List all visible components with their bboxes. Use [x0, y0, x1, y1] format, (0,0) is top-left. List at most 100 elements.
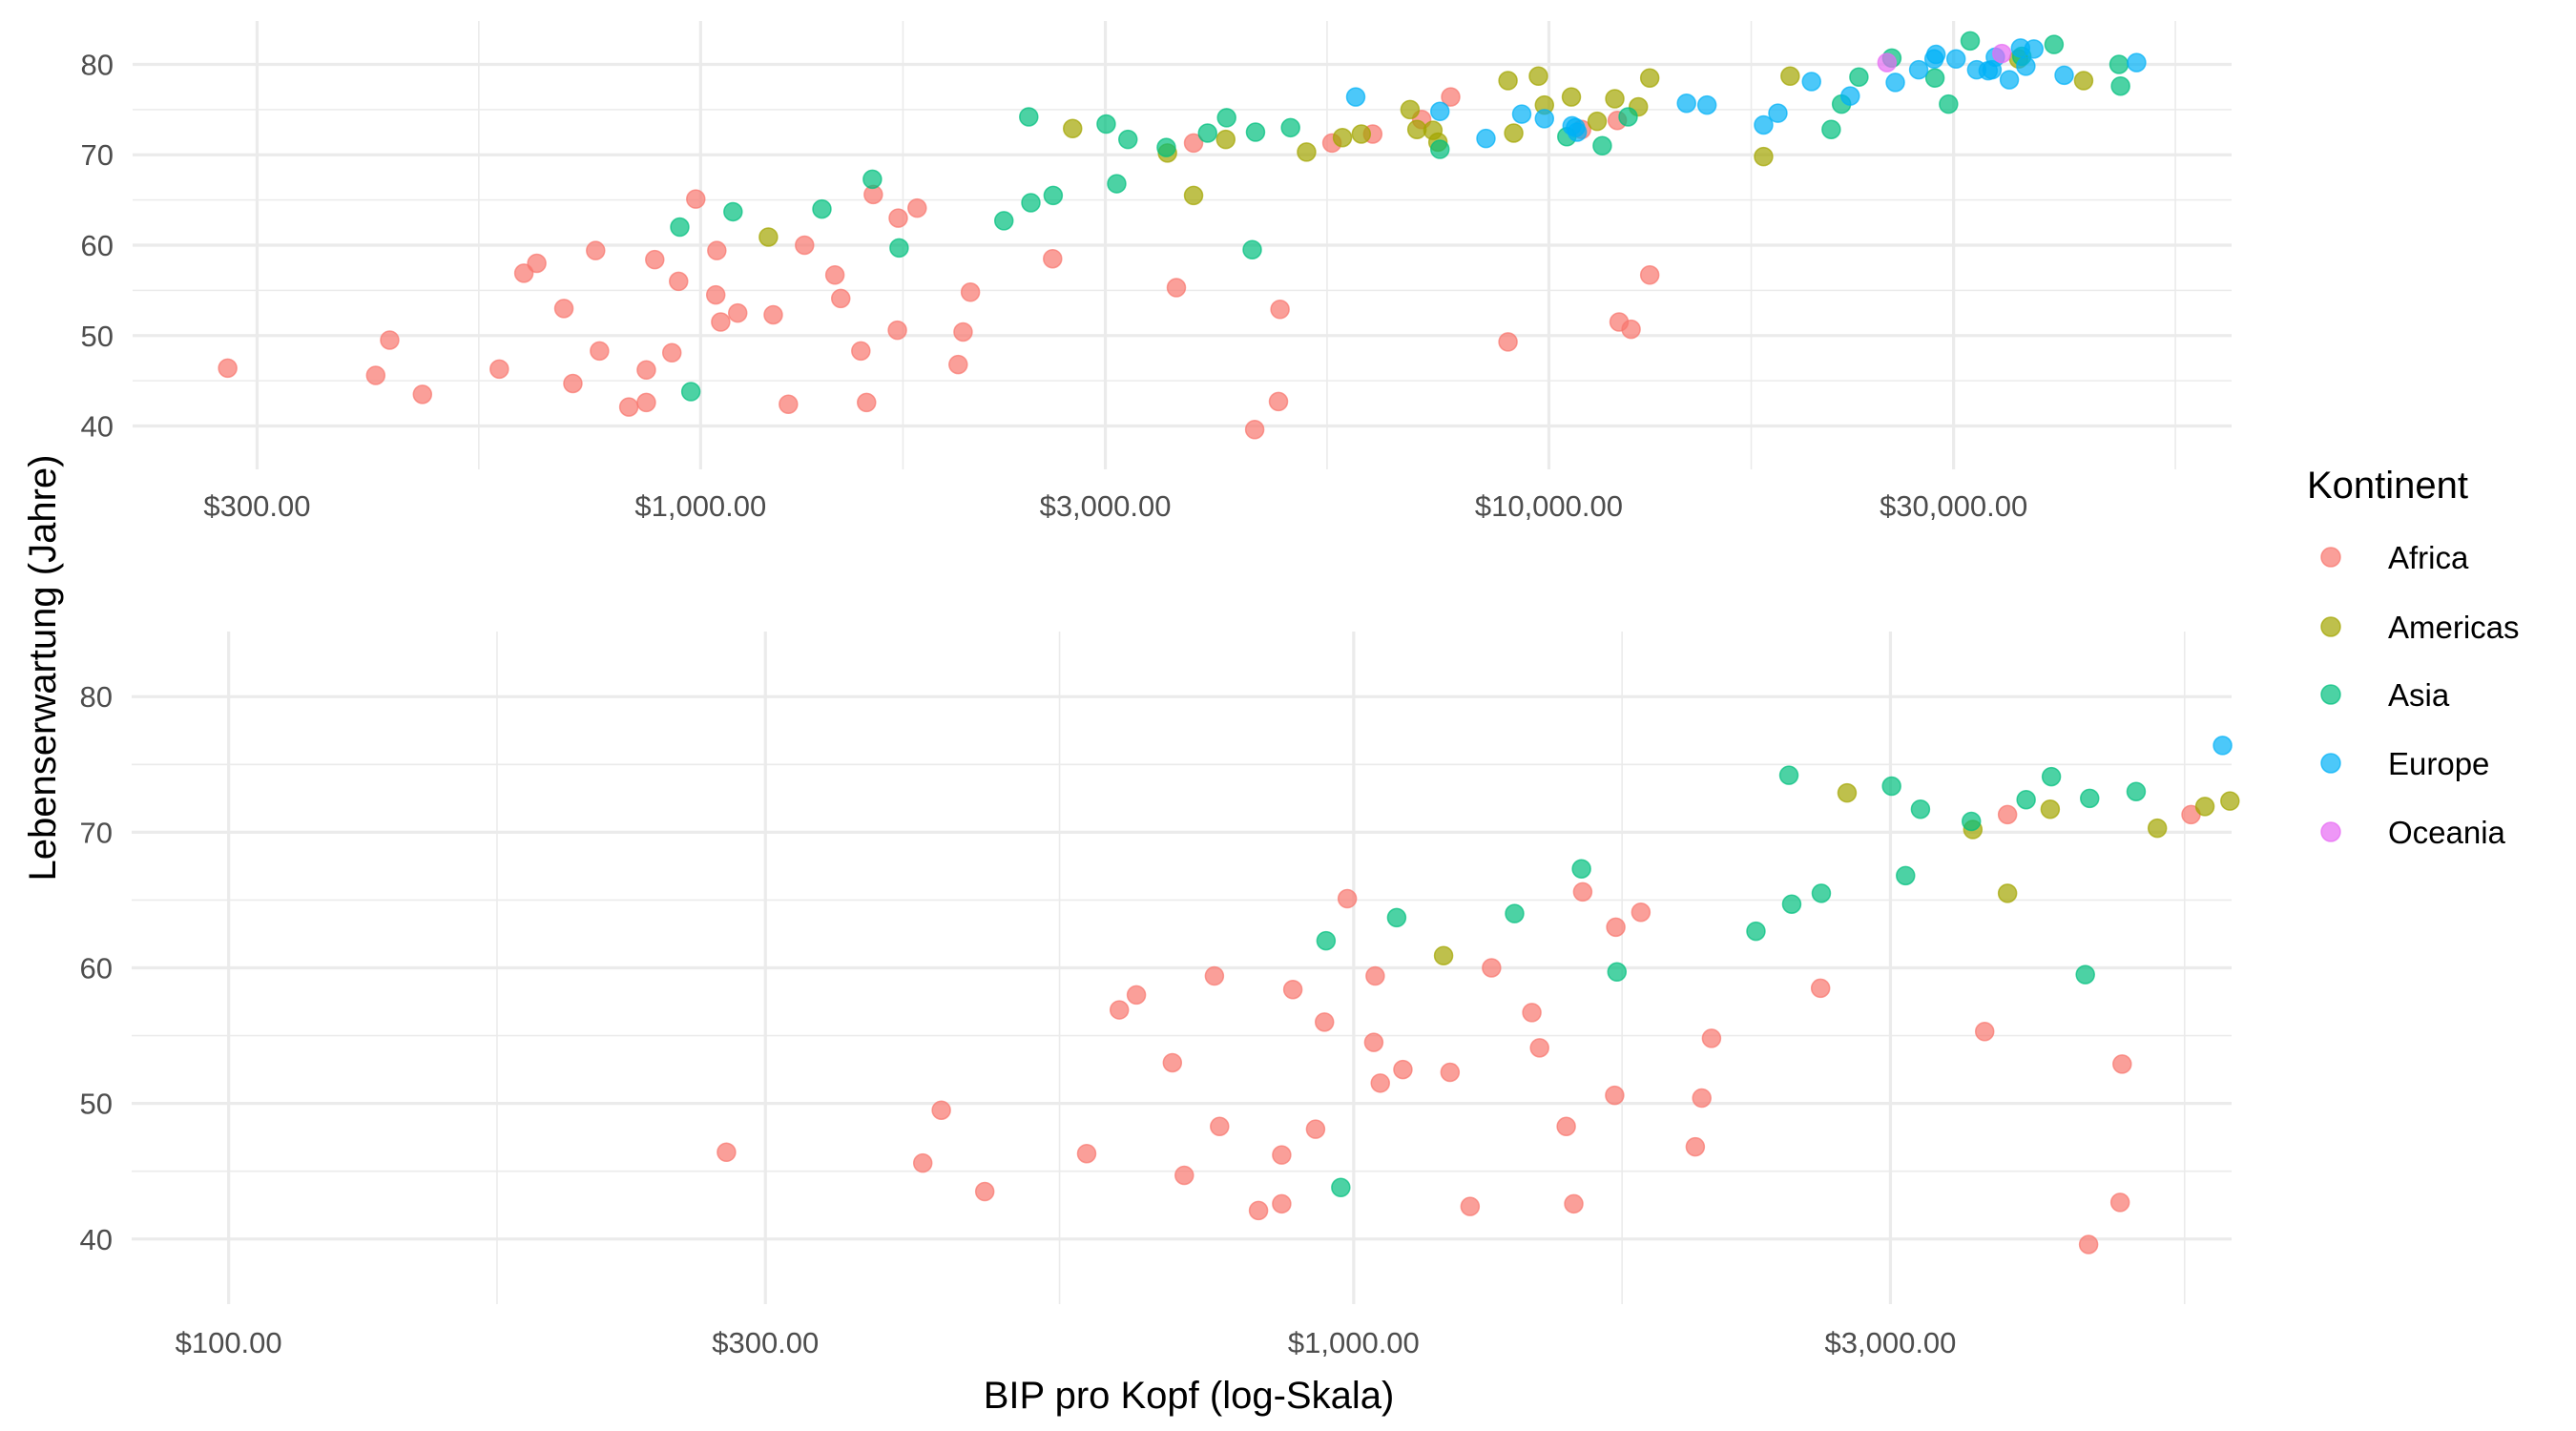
- data-point-asia: [1156, 137, 1176, 157]
- data-point-africa: [1639, 265, 1660, 285]
- data-point-africa: [218, 358, 238, 379]
- data-point-americas: [1351, 124, 1372, 144]
- data-point-americas: [1605, 89, 1625, 109]
- x-axis-title: BIP pro Kopf (log-Skala): [984, 1375, 1395, 1417]
- data-point-africa: [851, 341, 871, 362]
- data-point-africa: [727, 302, 748, 323]
- data-point-americas: [2040, 798, 2061, 819]
- data-point-africa: [1685, 1136, 1706, 1157]
- data-point-asia: [2080, 788, 2100, 809]
- data-point-oceania: [1877, 52, 1898, 73]
- data-points: [218, 31, 2147, 440]
- legend-label-americas: Americas: [2388, 610, 2520, 645]
- data-point-africa: [1692, 1088, 1712, 1109]
- data-point-europe: [1345, 87, 1366, 107]
- data-point-europe: [1945, 49, 1966, 70]
- data-point-asia: [889, 238, 909, 259]
- data-point-asia: [1607, 962, 1628, 983]
- data-point-africa: [586, 240, 606, 260]
- data-point-americas: [1837, 782, 1858, 803]
- data-point-africa: [618, 397, 639, 417]
- data-point-asia: [1331, 1177, 1351, 1198]
- data-point-africa: [553, 299, 574, 319]
- data-point-africa: [1498, 332, 1518, 352]
- data-point-asia: [1197, 123, 1217, 143]
- data-point-asia: [1021, 193, 1041, 213]
- data-point-africa: [669, 271, 689, 292]
- data-point-africa: [830, 288, 851, 309]
- data-point-americas: [1433, 945, 1454, 965]
- x-tick-label: $100.00: [176, 1326, 282, 1359]
- data-point-africa: [705, 284, 726, 305]
- data-point-americas: [1997, 883, 2018, 903]
- data-point-americas: [758, 227, 779, 247]
- legend-label-asia: Asia: [2388, 677, 2450, 713]
- data-point-europe: [1801, 72, 1821, 92]
- data-point-africa: [912, 1152, 933, 1173]
- data-point-asia: [1924, 68, 1945, 88]
- data-point-africa: [857, 392, 877, 413]
- data-point-oceania: [1991, 43, 2012, 64]
- legend-key-americas: [2320, 616, 2341, 637]
- data-point-europe: [2024, 39, 2044, 59]
- data-point-europe: [1696, 94, 1717, 115]
- data-point-africa: [1701, 1028, 1722, 1048]
- data-point-africa: [527, 253, 547, 274]
- y-tick-label: 50: [80, 1088, 113, 1121]
- data-point-africa: [1393, 1059, 1413, 1080]
- data-point-africa: [1162, 1052, 1183, 1073]
- data-point-africa: [974, 1181, 995, 1202]
- data-point-africa: [1974, 1022, 1995, 1042]
- legend-label-europe: Europe: [2388, 746, 2489, 781]
- data-point-africa: [563, 373, 583, 394]
- data-point-africa: [707, 240, 727, 260]
- data-point-asia: [1592, 135, 1612, 156]
- data-point-americas: [2147, 818, 2168, 839]
- data-point-americas: [1498, 71, 1518, 91]
- data-point-africa: [1282, 979, 1303, 1000]
- data-point-africa: [1363, 1032, 1384, 1052]
- data-point-americas: [1183, 185, 1204, 206]
- data-point-africa: [1460, 1196, 1481, 1216]
- data-point-africa: [1314, 1012, 1335, 1032]
- data-point-africa: [412, 384, 433, 404]
- data-point-europe: [1885, 73, 1905, 93]
- data-point-africa: [1126, 985, 1147, 1006]
- y-axis-title: Lebenserwartung (Jahre): [22, 455, 64, 881]
- data-point-asia: [1118, 129, 1138, 150]
- data-point-asia: [1316, 930, 1337, 951]
- data-point-americas: [2073, 71, 2094, 91]
- data-point-africa: [1076, 1143, 1097, 1164]
- data-point-africa: [636, 392, 656, 413]
- x-tick-label: $1,000.00: [1288, 1326, 1420, 1359]
- data-point-africa: [888, 208, 908, 228]
- x-tick-label: $300.00: [712, 1326, 819, 1359]
- data-point-africa: [1268, 391, 1289, 412]
- data-point-africa: [1204, 965, 1225, 986]
- data-point-africa: [1529, 1038, 1549, 1058]
- x-tick-label: $3,000.00: [1040, 489, 1172, 523]
- data-point-asia: [2109, 54, 2129, 74]
- data-point-africa: [1043, 248, 1063, 269]
- data-point-asia: [1939, 93, 1959, 114]
- x-tick-label: $10,000.00: [1475, 489, 1623, 523]
- data-point-africa: [380, 330, 400, 350]
- data-point-africa: [824, 265, 845, 285]
- data-point-africa: [1440, 1062, 1461, 1083]
- data-point-africa: [686, 189, 706, 209]
- data-point-africa: [1810, 978, 1831, 999]
- data-point-americas: [1297, 142, 1317, 162]
- data-point-asia: [1781, 894, 1802, 914]
- data-point-asia: [670, 217, 690, 238]
- legend-label-oceania: Oceania: [2388, 815, 2506, 850]
- data-point-asia: [1245, 122, 1266, 142]
- data-point-africa: [2112, 1054, 2132, 1074]
- data-point-africa: [960, 282, 981, 302]
- data-point-africa: [795, 235, 815, 256]
- data-point-asia: [1961, 811, 1982, 832]
- data-point-europe: [2127, 52, 2147, 73]
- data-point-europe: [2054, 65, 2074, 86]
- panel-zoomed-low-income: 40 50 60 70 80 $100.00 $300.00 $1,000.00 $3,000.…: [80, 632, 2240, 1359]
- data-point-africa: [513, 263, 534, 283]
